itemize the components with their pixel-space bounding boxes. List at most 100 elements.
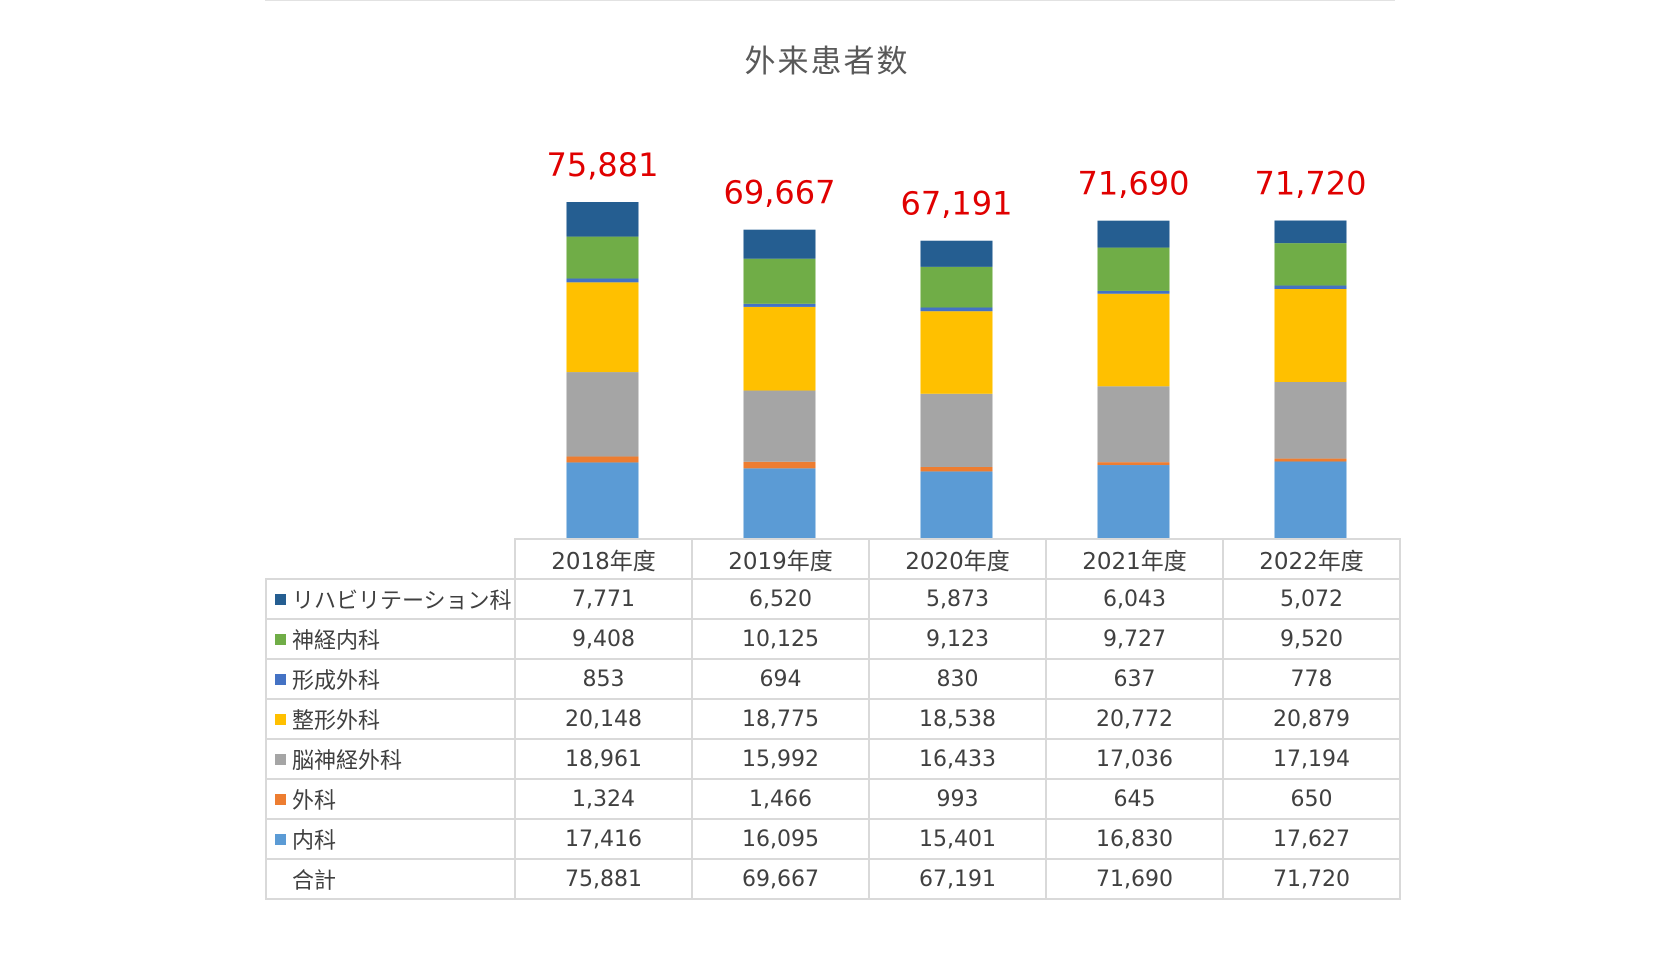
- table-cell-series-2-5: 9,520: [1222, 618, 1401, 660]
- bar-segment-7-1: [566, 462, 639, 540]
- total-label-2: 69,667: [724, 174, 836, 212]
- bar-segment-6-5: [1274, 458, 1347, 462]
- legend-label-series-1: リハビリテーション科: [292, 589, 512, 614]
- table-cell-series-7-2: 16,095: [691, 818, 870, 860]
- table-row-series-3: 形成外科 853 694 830 637 778: [265, 658, 1401, 700]
- table-cell-series-7-5: 17,627: [1222, 818, 1401, 860]
- table-cell-series-1-4: 6,043: [1045, 578, 1224, 620]
- legend-swatch-series-1: [275, 594, 286, 605]
- chart-frame-top-border: [265, 0, 1395, 1]
- table-corner: [266, 539, 516, 580]
- legend-entry-total: 合計: [265, 858, 516, 900]
- table-cell-series-5-4: 17,036: [1045, 738, 1224, 780]
- legend-label-series-3: 形成外科: [292, 669, 381, 694]
- legend-swatch-series-5: [275, 754, 286, 765]
- bar-segment-1-3: [920, 240, 993, 267]
- bar-segment-4-2: [743, 306, 816, 391]
- table-row-series-4: 整形外科 20,148 18,775 18,538 20,772 20,879: [265, 698, 1401, 740]
- legend-label-series-7: 内科: [292, 829, 337, 854]
- bar-segment-5-1: [566, 372, 639, 457]
- legend-swatch-series-4: [275, 714, 286, 725]
- table-cell-series-4-4: 20,772: [1045, 698, 1224, 740]
- category-label-1: 2018年度: [514, 538, 693, 580]
- bar-segment-5-3: [920, 393, 993, 467]
- bar-segment-2-4: [1097, 247, 1170, 291]
- bar-segment-2-5: [1274, 243, 1347, 286]
- bar-segment-2-2: [743, 258, 816, 304]
- table-cell-series-4-5: 20,879: [1222, 698, 1401, 740]
- table-cell-series-3-3: 830: [868, 658, 1047, 700]
- category-label-5: 2022年度: [1222, 538, 1401, 580]
- table-cell-series-4-3: 18,538: [868, 698, 1047, 740]
- table-cell-series-7-4: 16,830: [1045, 818, 1224, 860]
- total-label-4: 71,690: [1078, 165, 1190, 203]
- bar-segment-2-3: [920, 266, 993, 308]
- table-row-series-7: 内科 17,416 16,095 15,401 16,830 17,627: [265, 818, 1401, 860]
- table-row-total: 合計 75,881 69,667 67,191 71,690 71,720: [265, 858, 1401, 900]
- table-cell-series-6-2: 1,466: [691, 778, 870, 820]
- table-cell-series-6-5: 650: [1222, 778, 1401, 820]
- total-label-5: 71,720: [1255, 165, 1367, 203]
- table-cell-series-2-3: 9,123: [868, 618, 1047, 660]
- table-row-series-2: 神経内科 9,408 10,125 9,123 9,727 9,520: [265, 618, 1401, 660]
- table-row-series-1: リハビリテーション科 7,771 6,520 5,873 6,043 5,072: [265, 578, 1401, 620]
- legend-entry-series-6: 外科: [265, 778, 516, 820]
- legend-label-series-6: 外科: [292, 789, 337, 814]
- table-row-series-6: 外科 1,324 1,466 993 645 650: [265, 778, 1401, 820]
- legend-swatch-total: [275, 874, 286, 885]
- table-cell-series-3-4: 637: [1045, 658, 1224, 700]
- bar-segment-1-4: [1097, 220, 1170, 248]
- bar-segment-6-2: [743, 461, 816, 469]
- bar-segment-3-3: [920, 307, 993, 312]
- legend-label-series-5: 脳神経外科: [292, 749, 403, 774]
- chart-data-table: 2018年度 2019年度 2020年度 2021年度 2022年度 リハビリテーション科…: [265, 538, 1401, 900]
- table-cell-series-2-1: 9,408: [514, 618, 693, 660]
- legend-entry-series-3: 形成外科: [265, 658, 516, 700]
- table-cell-series-5-2: 15,992: [691, 738, 870, 780]
- bar-segment-4-5: [1274, 289, 1347, 382]
- bar-segment-7-5: [1274, 461, 1347, 540]
- table-cell-series-2-4: 9,727: [1045, 618, 1224, 660]
- category-label-4: 2021年度: [1045, 538, 1224, 580]
- table-cell-total-2: 69,667: [691, 858, 870, 900]
- table-cell-total-3: 67,191: [868, 858, 1047, 900]
- bar-segment-1-1: [566, 202, 639, 237]
- legend-entry-series-7: 内科: [265, 818, 516, 860]
- bar-segment-3-2: [743, 303, 816, 307]
- bar-segment-7-4: [1097, 465, 1170, 540]
- table-cell-series-5-3: 16,433: [868, 738, 1047, 780]
- bar-segment-3-1: [566, 278, 639, 283]
- table-cell-series-3-2: 694: [691, 658, 870, 700]
- legend-label-total: 合計: [292, 869, 337, 894]
- table-cell-total-4: 71,690: [1045, 858, 1224, 900]
- table-cell-series-6-1: 1,324: [514, 778, 693, 820]
- table-cell-series-1-2: 6,520: [691, 578, 870, 620]
- bar-segment-4-1: [566, 282, 639, 373]
- table-cell-total-1: 75,881: [514, 858, 693, 900]
- legend-entry-series-5: 脳神経外科: [265, 738, 516, 780]
- chart-title: 外来患者数: [744, 44, 910, 80]
- bar-segment-3-4: [1097, 290, 1170, 294]
- legend-label-series-4: 整形外科: [292, 709, 381, 734]
- table-cell-series-6-4: 645: [1045, 778, 1224, 820]
- bar-segment-7-3: [920, 471, 993, 540]
- table-cell-series-7-1: 17,416: [514, 818, 693, 860]
- table-row-series-5: 脳神経外科 18,961 15,992 16,433 17,036 17,194: [265, 738, 1401, 780]
- table-cell-series-2-2: 10,125: [691, 618, 870, 660]
- table-cell-series-1-3: 5,873: [868, 578, 1047, 620]
- category-label-3: 2020年度: [868, 538, 1047, 580]
- table-cell-series-7-3: 15,401: [868, 818, 1047, 860]
- legend-swatch-series-2: [275, 634, 286, 645]
- bar-segment-6-4: [1097, 462, 1170, 466]
- category-label-2: 2019年度: [691, 538, 870, 580]
- legend-swatch-series-7: [275, 834, 286, 845]
- bar-segment-4-4: [1097, 293, 1170, 387]
- stacked-bar-plot: 75,881 69,667 67,191 71,690 71,720: [547, 146, 1367, 540]
- total-label-3: 67,191: [901, 185, 1013, 223]
- bar-segment-2-1: [566, 236, 639, 279]
- table-cell-series-6-3: 993: [868, 778, 1047, 820]
- table-header-row: 2018年度 2019年度 2020年度 2021年度 2022年度: [266, 538, 1401, 580]
- bar-segment-1-5: [1274, 220, 1347, 244]
- table-cell-series-3-5: 778: [1222, 658, 1401, 700]
- table-cell-series-4-1: 20,148: [514, 698, 693, 740]
